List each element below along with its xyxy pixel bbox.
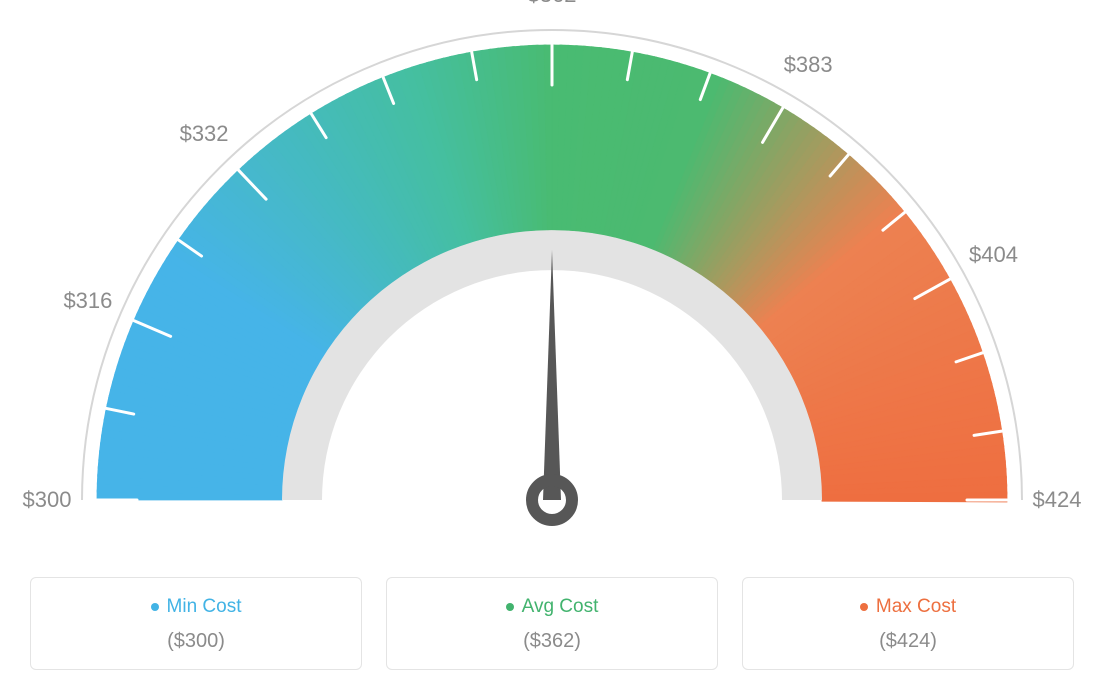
- legend-row: Min Cost ($300) Avg Cost ($362) Max Cost…: [0, 577, 1104, 670]
- gauge-tick-label: $383: [784, 52, 833, 78]
- legend-value-max: ($424): [753, 630, 1063, 653]
- legend-title-max: Max Cost: [860, 596, 956, 618]
- legend-value-avg: ($362): [397, 630, 707, 653]
- legend-label-max: Max Cost: [876, 596, 956, 618]
- legend-label-avg: Avg Cost: [522, 596, 599, 618]
- legend-dot-min: [151, 603, 159, 611]
- legend-card-min: Min Cost ($300): [30, 577, 362, 670]
- gauge-tick-label: $332: [180, 121, 229, 147]
- legend-dot-max: [860, 603, 868, 611]
- legend-card-max: Max Cost ($424): [742, 577, 1074, 670]
- legend-card-avg: Avg Cost ($362): [386, 577, 718, 670]
- gauge-tick-label: $404: [969, 242, 1018, 268]
- legend-title-min: Min Cost: [151, 596, 242, 618]
- gauge-needle: [543, 250, 561, 500]
- legend-dot-avg: [506, 603, 514, 611]
- legend-value-min: ($300): [41, 630, 351, 653]
- legend-title-avg: Avg Cost: [506, 596, 599, 618]
- gauge-chart: $300 $316 $332 $362 $383 $404 $424: [0, 0, 1104, 560]
- gauge-svg: [0, 0, 1104, 560]
- gauge-tick-label: $300: [23, 487, 72, 513]
- legend-label-min: Min Cost: [167, 596, 242, 618]
- gauge-tick-label: $362: [528, 0, 577, 8]
- gauge-tick-label: $424: [1033, 487, 1082, 513]
- gauge-tick-label: $316: [63, 288, 112, 314]
